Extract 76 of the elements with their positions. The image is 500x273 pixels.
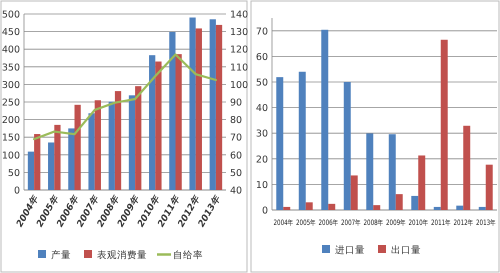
bar [440, 40, 448, 210]
bar [276, 77, 284, 210]
y-tick-label: 70 [256, 26, 268, 38]
bar [196, 28, 202, 190]
y-tick-label: 30 [256, 128, 268, 140]
bar [298, 72, 306, 210]
bar [88, 113, 95, 190]
bar [283, 206, 290, 210]
bar [478, 206, 486, 210]
bar [411, 196, 418, 210]
bar [396, 194, 403, 210]
bar [463, 126, 470, 210]
y-tick-label: 300 [2, 80, 20, 91]
bar [210, 19, 216, 190]
legend-label: 表观消费量 [97, 249, 147, 261]
legend-label: 自给率 [173, 249, 203, 261]
bar [28, 152, 34, 190]
bar [74, 104, 81, 190]
y2-tick-label: 130 [230, 27, 248, 38]
bar [149, 55, 156, 190]
y2-tick-label: 50 [230, 168, 242, 179]
bar [388, 134, 396, 210]
line-series [33, 53, 217, 140]
bar [68, 128, 74, 190]
legend-label: 进口量 [335, 244, 365, 256]
bar [306, 202, 313, 210]
bar [108, 102, 115, 190]
bar [456, 206, 464, 210]
bar [486, 164, 493, 210]
legend-label: 出口量 [391, 244, 421, 256]
y2-tick-label: 80 [230, 115, 242, 126]
bar [350, 175, 358, 210]
y-tick-label: 20 [256, 154, 268, 166]
bar [155, 62, 162, 190]
bar [328, 204, 336, 210]
legend-label: 产量 [51, 249, 71, 261]
bar [189, 18, 196, 190]
bar [176, 54, 182, 190]
y2-tick-label: 70 [230, 132, 242, 144]
bar [114, 91, 122, 190]
y-tick-label: 150 [2, 132, 20, 144]
y-tick-label: 60 [256, 52, 268, 63]
y-tick-label: 400 [2, 44, 20, 56]
y2-tick-label: 140 [230, 10, 248, 20]
bar [48, 142, 54, 190]
y-tick-label: 450 [2, 27, 20, 38]
bar [434, 206, 441, 210]
y2-tick-label: 60 [230, 150, 242, 162]
bar [135, 86, 142, 190]
bar [169, 32, 176, 190]
y-tick-label: 350 [2, 62, 20, 74]
bar [344, 82, 351, 210]
bar [321, 30, 328, 210]
y2-tick-label: 90 [230, 98, 242, 108]
y-tick-label: 50 [256, 78, 268, 88]
bar [128, 95, 136, 190]
y-tick-label: 40 [256, 103, 268, 114]
y2-tick-label: 120 [230, 44, 248, 56]
y-tick-label: 50 [8, 168, 20, 179]
y-tick-label: 0 [14, 186, 20, 196]
y2-tick-label: 40 [230, 186, 242, 196]
y-tick-label: 10 [256, 180, 268, 191]
bar [54, 124, 61, 190]
bar [418, 155, 426, 210]
y2-tick-label: 100 [230, 80, 248, 91]
y-tick-label: 250 [2, 98, 20, 108]
y-tick-label: 0 [262, 206, 268, 216]
bar [216, 24, 222, 190]
bar [34, 134, 40, 190]
bar [94, 100, 101, 190]
y2-tick-label: 110 [230, 62, 248, 74]
y-tick-label: 500 [2, 10, 20, 20]
bar [366, 133, 374, 210]
bar [373, 205, 380, 210]
y-tick-label: 100 [2, 150, 20, 162]
y-tick-label: 200 [2, 115, 20, 126]
